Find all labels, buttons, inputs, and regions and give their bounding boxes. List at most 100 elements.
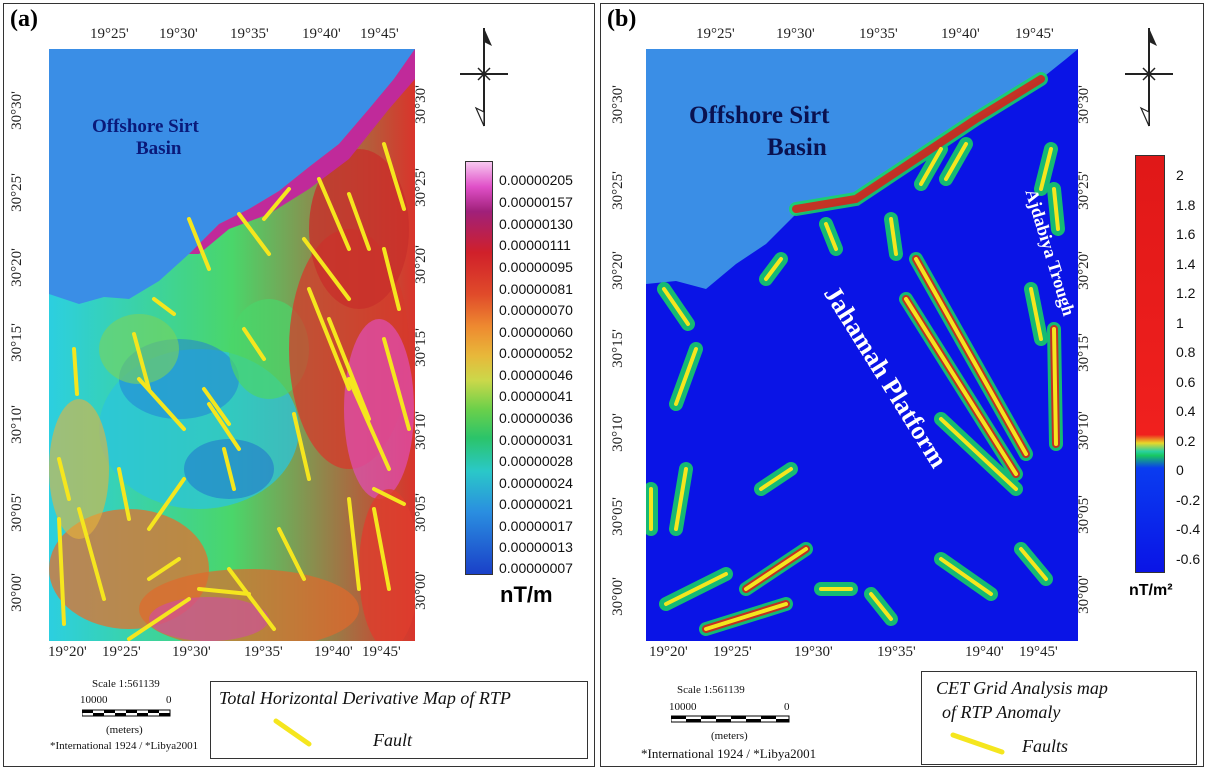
lat-tick-right: 30°00' — [412, 571, 429, 610]
lon-tick-bottom: 19°45' — [362, 644, 401, 660]
lat-tick-left: 30°05' — [609, 497, 626, 536]
panel-b-cet-grid-analysis: (b) 19°25' 19°30' 19°35' 19°40' 19°45' 1… — [600, 3, 1204, 767]
lon-tick-bottom: 19°35' — [877, 644, 916, 660]
lon-tick-bottom: 19°40' — [314, 644, 353, 660]
lon-tick-top: 19°40' — [941, 26, 980, 42]
colorbar-value: 0.4 — [1176, 403, 1196, 419]
lon-tick-bottom: 19°35' — [244, 644, 283, 660]
scale-title: Scale 1:561139 — [92, 678, 160, 690]
lat-tick-right: 30°10' — [412, 411, 429, 450]
lat-tick-left: 30°00' — [8, 573, 25, 612]
lat-tick-right: 30°20' — [1075, 251, 1092, 290]
scale-bar — [671, 715, 790, 723]
colorbar-value: 0.00000081 — [499, 281, 573, 297]
colorbar-value: 0.00000052 — [499, 345, 573, 361]
colorbar-value: -0.2 — [1176, 492, 1201, 508]
lat-tick-left: 30°30' — [609, 85, 626, 124]
lat-tick-right: 30°20' — [412, 245, 429, 284]
lat-tick-left: 30°05' — [8, 493, 25, 532]
scale-bar — [82, 709, 171, 717]
lat-tick-right: 30°15' — [412, 328, 429, 367]
lon-tick-top: 19°25' — [696, 26, 735, 42]
offshore-label-line1: Offshore Sirt — [92, 116, 199, 137]
scale-unit: (meters) — [106, 724, 143, 736]
colorbar-value: 2 — [1176, 167, 1184, 183]
lat-tick-right: 30°05' — [1075, 495, 1092, 534]
colorbar-value: 0.8 — [1176, 344, 1196, 360]
lat-tick-right: 30°30' — [1075, 85, 1092, 124]
colorbar-value: 0.00000070 — [499, 302, 573, 318]
lon-tick-top: 19°35' — [859, 26, 898, 42]
colorbar-value: 0.6 — [1176, 374, 1196, 390]
scale-unit: (meters) — [711, 730, 748, 742]
lat-tick-right: 30°15' — [1075, 333, 1092, 372]
thd-map-graphic — [49, 49, 415, 641]
datum-label: *International 1924 / *Libya2001 — [50, 740, 199, 752]
colorbar-value: 0.00000205 — [499, 172, 573, 188]
colorbar-value: 1 — [1176, 315, 1184, 331]
legend-box: Total Horizontal Derivative Map of RTP F… — [210, 681, 588, 759]
colorbar-unit: nT/m² — [1129, 582, 1173, 599]
lon-tick-top: 19°35' — [230, 26, 269, 42]
lat-tick-right: 30°00' — [1075, 575, 1092, 614]
lon-tick-top: 19°25' — [90, 26, 129, 42]
colorbar-value: 0.00000007 — [499, 560, 573, 576]
cet-map-graphic — [646, 49, 1078, 641]
legend-fault-label: Fault — [373, 730, 412, 750]
cet-colorbar — [1135, 155, 1165, 573]
lat-tick-right: 30°10' — [1075, 411, 1092, 450]
panel-b-label: (b) — [607, 6, 637, 32]
colorbar-value: -0.4 — [1176, 521, 1201, 537]
lat-tick-left: 30°15' — [609, 329, 626, 368]
colorbar-value: 1.8 — [1176, 197, 1196, 213]
colorbar-value: 0.00000130 — [499, 216, 573, 232]
legend-title: Total Horizontal Derivative Map of RTP — [219, 688, 511, 708]
lon-tick-bottom: 19°40' — [965, 644, 1004, 660]
legend-box: CET Grid Analysis map of RTP Anomaly Fau… — [921, 671, 1197, 765]
legend-faults-label: Faults — [1022, 736, 1069, 756]
fault-legend-icon — [273, 718, 312, 747]
lon-tick-top: 19°40' — [302, 26, 341, 42]
lat-tick-right: 30°25' — [412, 168, 429, 207]
scale-right-value: 0 — [166, 694, 172, 706]
colorbar-value: 0.00000021 — [499, 496, 573, 512]
lon-tick-bottom: 19°45' — [1019, 644, 1058, 660]
lat-tick-right: 30°05' — [412, 493, 429, 532]
lon-tick-top: 19°45' — [360, 26, 399, 42]
lat-tick-left: 30°10' — [8, 405, 25, 444]
colorbar-value: 1.4 — [1176, 256, 1196, 272]
fault-legend-icon — [950, 732, 1005, 755]
north-arrow-icon — [1125, 28, 1173, 127]
colorbar-value: 0.00000157 — [499, 194, 573, 210]
offshore-label-line2: Basin — [767, 134, 827, 161]
lon-tick-bottom: 19°25' — [102, 644, 141, 660]
colorbar-unit: nT/m — [500, 582, 553, 607]
scale-left-value: 10000 — [80, 694, 108, 706]
offshore-label-line1: Offshore Sirt — [689, 102, 830, 129]
colorbar-value: 0.2 — [1176, 433, 1196, 449]
lat-tick-left: 30°15' — [8, 323, 25, 362]
colorbar-value: 0.00000111 — [499, 237, 571, 253]
lat-tick-left: 30°20' — [8, 248, 25, 287]
datum-label: *International 1924 / *Libya2001 — [641, 746, 817, 761]
offshore-label-line2: Basin — [136, 138, 182, 159]
lon-tick-bottom: 19°25' — [713, 644, 752, 660]
colorbar-value: 0.00000028 — [499, 453, 573, 469]
colorbar-value: 0.00000024 — [499, 475, 573, 491]
legend-title-line2: of RTP Anomaly — [942, 702, 1061, 722]
colorbar-value: 0.00000013 — [499, 539, 573, 555]
lat-tick-left: 30°25' — [8, 173, 25, 212]
panel-a-total-horizontal-derivative: (a) 19°25' 19°30' 19°35' 19°40' 19°45' 1… — [3, 3, 595, 767]
lon-tick-top: 19°30' — [776, 26, 815, 42]
cet-map — [646, 49, 1078, 641]
lon-tick-bottom: 19°30' — [794, 644, 833, 660]
lon-tick-top: 19°45' — [1015, 26, 1054, 42]
lat-tick-left: 30°20' — [609, 251, 626, 290]
colorbar-value: 0 — [1176, 462, 1184, 478]
colorbar-value: 1.2 — [1176, 285, 1196, 301]
scale-right-value: 0 — [784, 701, 790, 713]
lat-tick-right: 30°30' — [412, 85, 429, 124]
colorbar-value: 0.00000041 — [499, 388, 573, 404]
lat-tick-left: 30°10' — [609, 413, 626, 452]
colorbar-value: 0.00000031 — [499, 432, 573, 448]
